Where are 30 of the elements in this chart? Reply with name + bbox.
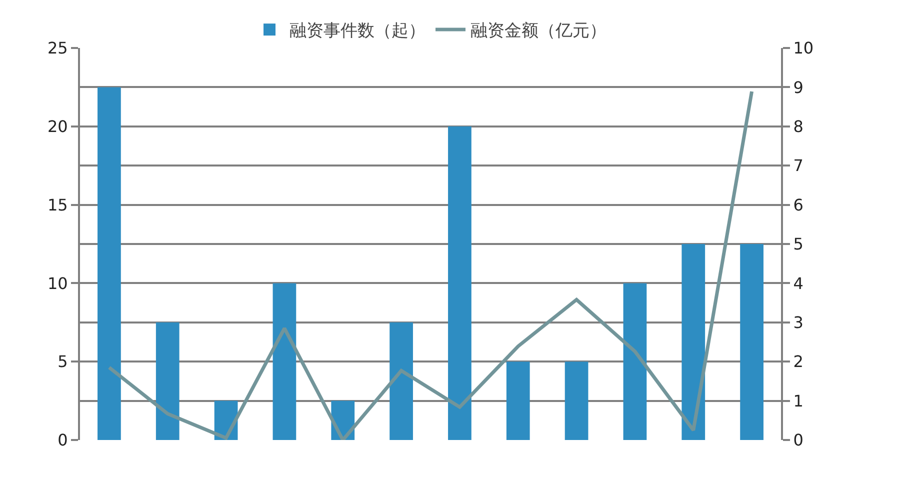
bar: [156, 322, 180, 440]
bar: [623, 283, 647, 440]
y-tick-label: 15: [47, 195, 68, 214]
y2-tick-label: 7: [793, 156, 804, 176]
bar: [390, 322, 413, 440]
line-series: [107, 90, 754, 440]
y2-tick-label: 6: [793, 195, 804, 214]
y2-tick-label: 2: [793, 352, 804, 372]
y-tick-label: 20: [47, 117, 68, 136]
bar: [98, 87, 121, 440]
y2-tick-label: 9: [793, 78, 804, 97]
y2-tick-label: 0: [793, 430, 804, 450]
bar: [682, 244, 706, 440]
y2-tick-label: 4: [793, 274, 804, 293]
y2-tick-label: 1: [793, 391, 804, 410]
y2-tick-label: 3: [793, 313, 804, 332]
bar: [272, 283, 296, 440]
y2-tick-label: 8: [793, 117, 804, 136]
bar: [448, 126, 472, 440]
bar: [506, 362, 530, 440]
y2-tick-label: 5: [793, 234, 804, 254]
y2-tick-label: 10: [793, 38, 814, 58]
bar: [740, 244, 764, 440]
y-tick-label: 5: [58, 352, 68, 372]
bar: [564, 362, 588, 440]
y-tick-label: 10: [47, 274, 68, 293]
legend-label: 融资事件数（起）: [290, 21, 426, 42]
y-tick-label: 25: [47, 38, 68, 58]
legend-label: 融资金额（亿元）: [470, 21, 606, 42]
y-tick-label: 0: [58, 430, 68, 450]
